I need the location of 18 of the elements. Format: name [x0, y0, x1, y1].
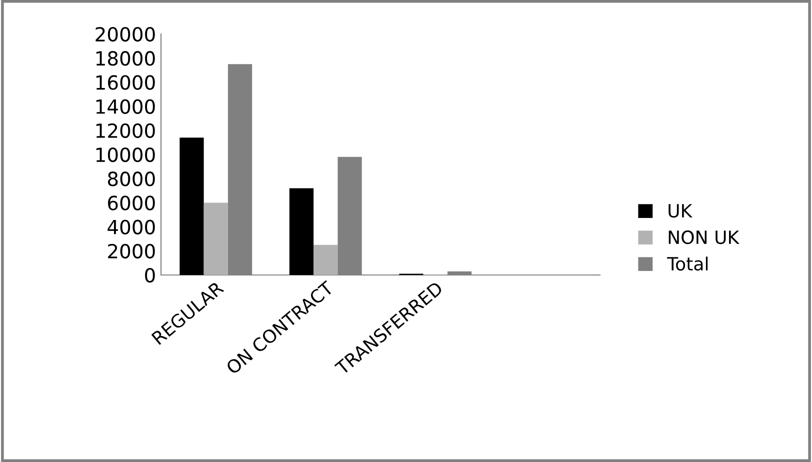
legend-label: NON UK	[668, 230, 740, 244]
y-tick-label: 6000	[108, 196, 155, 210]
y-tick-label: 0	[145, 268, 155, 283]
bar	[204, 202, 228, 275]
legend-label: UK	[668, 204, 693, 218]
y-tick-label: 18000	[96, 51, 155, 66]
bar	[289, 188, 314, 275]
y-tick-label: 4000	[108, 220, 155, 234]
y-tick-label: 12000	[96, 123, 155, 138]
y-tick-label: 20000	[96, 26, 155, 42]
y-tick-label: 2000	[108, 244, 155, 259]
y-tick-label: 8000	[108, 172, 155, 186]
y-tick-label: 16000	[96, 75, 155, 90]
y-tick-label: 14000	[96, 99, 155, 114]
y-tick-label: 10000	[96, 147, 155, 162]
bar	[180, 138, 204, 275]
legend-label: Total	[667, 256, 708, 271]
bar	[314, 244, 338, 275]
